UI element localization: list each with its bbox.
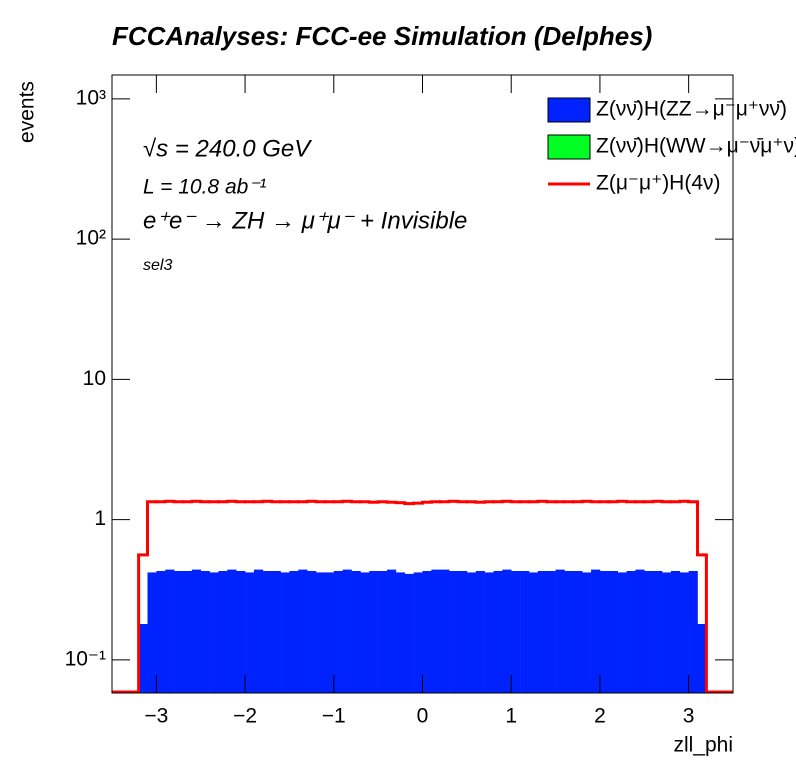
bar <box>395 572 406 693</box>
y-tick-label: 1 <box>94 507 106 530</box>
bar <box>608 570 618 693</box>
bar <box>440 569 450 693</box>
bar <box>617 572 627 693</box>
x-axis-label: zll_phi <box>673 734 733 757</box>
bar <box>457 570 468 693</box>
bar <box>697 624 707 693</box>
bar <box>307 570 317 693</box>
y-tick-label: 10² <box>76 227 106 250</box>
annotation: √s = 240.0 GeV <box>143 135 312 162</box>
y-tick-label: 10³ <box>76 86 106 109</box>
bar <box>236 570 246 693</box>
bar <box>688 570 698 693</box>
bar <box>182 570 193 693</box>
bar <box>333 570 343 693</box>
bar <box>413 572 423 693</box>
y-tick-label: 10 <box>83 367 106 390</box>
bar <box>209 572 219 693</box>
bar <box>422 570 432 693</box>
annotation: sel3 <box>143 257 172 274</box>
bar <box>670 570 681 693</box>
plot-area <box>112 499 733 694</box>
bar <box>635 569 645 693</box>
bar <box>324 572 335 693</box>
legend-label: Z(μ⁻μ⁺)H(4ν) <box>596 172 721 195</box>
bar <box>662 572 672 693</box>
bar <box>271 570 281 693</box>
bar <box>227 569 237 693</box>
legend-label: Z(νν̄)H(ZZ→μ⁻μ⁺νν̄) <box>596 98 787 121</box>
x-tick-label: −1 <box>322 705 346 728</box>
x-tick-label: 2 <box>594 705 606 728</box>
bar <box>404 573 414 693</box>
bar <box>165 569 175 693</box>
bar <box>484 572 494 693</box>
bar <box>218 570 228 693</box>
bar <box>653 570 663 693</box>
bar <box>475 570 485 693</box>
legend-swatch <box>547 134 591 160</box>
bar <box>174 570 184 693</box>
bar <box>138 624 148 693</box>
bar <box>546 570 556 693</box>
bar <box>528 572 539 693</box>
legend-label: Z(νν̄)H(WW→μ⁻ν̄μ⁺ν) <box>596 135 796 158</box>
bar <box>644 570 654 693</box>
bar <box>449 570 459 693</box>
bar <box>253 569 264 693</box>
x-tick-label: −3 <box>144 705 168 728</box>
bar <box>555 569 565 693</box>
legend-swatch <box>547 97 591 123</box>
bar <box>582 572 592 693</box>
annotation: L = 10.8 ab⁻¹ <box>143 176 266 199</box>
bar <box>431 569 441 693</box>
x-tick-label: 1 <box>505 705 517 728</box>
bar <box>520 570 530 693</box>
bar <box>280 572 290 693</box>
bar <box>351 570 361 693</box>
bar <box>245 572 255 693</box>
bar <box>679 572 689 693</box>
bar <box>342 569 352 693</box>
bar <box>316 572 326 693</box>
x-tick-label: 0 <box>417 705 429 728</box>
bar <box>289 570 299 693</box>
bar <box>262 570 272 693</box>
bar <box>502 569 512 693</box>
y-tick-label: 10⁻¹ <box>65 647 106 670</box>
bar <box>200 570 210 693</box>
bar <box>360 572 370 693</box>
bar <box>378 570 388 693</box>
x-tick-label: 3 <box>683 705 695 728</box>
bar <box>599 570 610 693</box>
y-axis-label: events <box>16 81 39 143</box>
bar <box>191 569 202 693</box>
bar <box>493 570 503 693</box>
bar <box>591 569 601 693</box>
bar <box>573 570 583 693</box>
bar <box>369 570 379 693</box>
bar <box>466 572 477 693</box>
bar <box>387 569 397 693</box>
bar <box>147 572 157 693</box>
bar <box>626 570 636 693</box>
chart-title: FCCAnalyses: FCC-ee Simulation (Delphes) <box>112 21 652 51</box>
bar <box>537 570 547 693</box>
bar <box>564 570 574 693</box>
bar <box>511 570 521 693</box>
bar <box>156 570 166 693</box>
x-tick-label: −2 <box>233 705 257 728</box>
bar <box>298 569 308 693</box>
annotation: e⁺e⁻ → ZH → μ⁺μ⁻ + Invisible <box>143 207 467 234</box>
